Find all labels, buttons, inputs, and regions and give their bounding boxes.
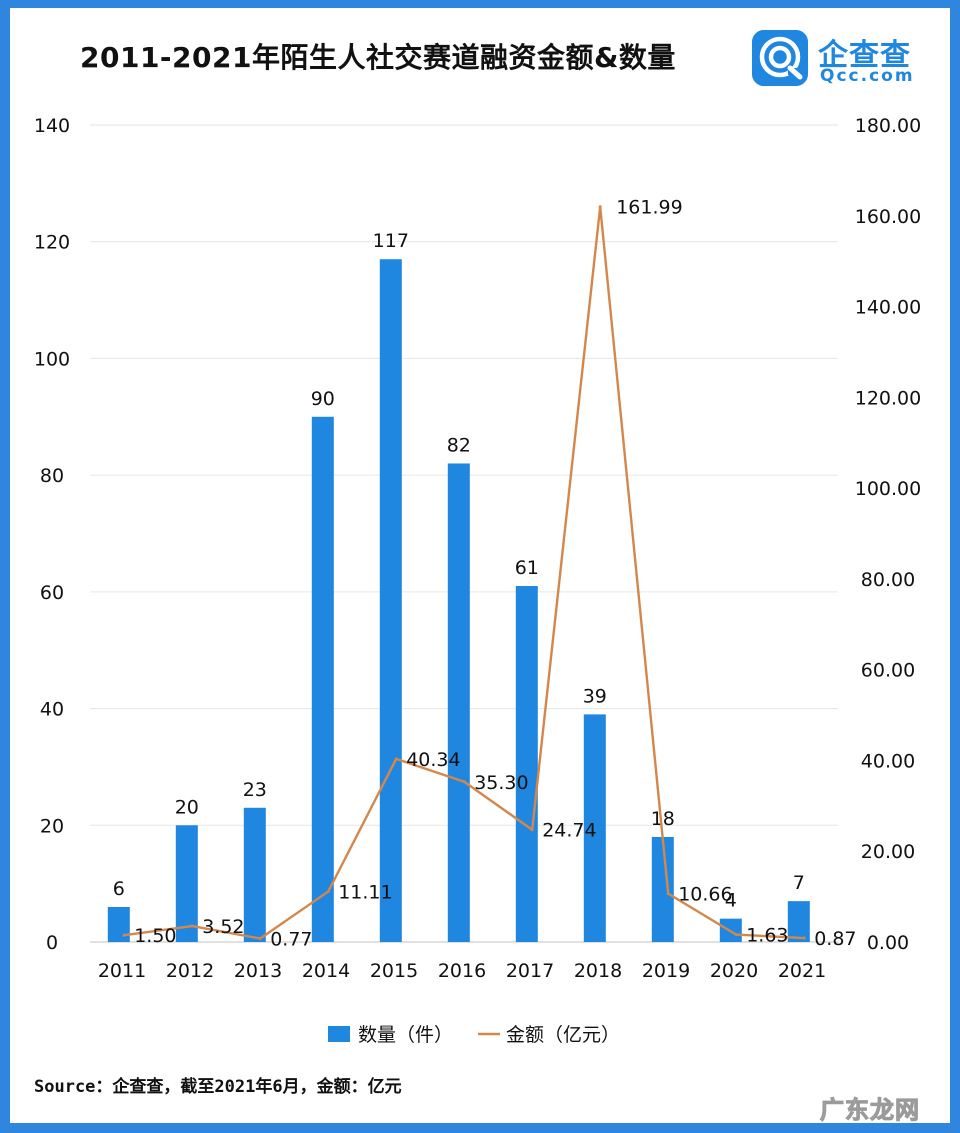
line-value-label: 3.52 [202,916,244,938]
bar-value-label: 90 [311,388,335,410]
line-point [462,780,466,784]
legend-line-label: 金额（亿元） [506,1024,620,1046]
line-point [326,890,330,894]
x-axis-tick: 2016 [438,960,486,982]
bar-value-label: 20 [175,796,199,818]
legend-bar-label: 数量（件） [358,1024,453,1046]
right-axis-tick: 100.00 [855,478,921,500]
line-value-label: 0.77 [270,929,312,951]
left-axis-tick: 0 [46,932,58,954]
right-axis-tick: 20.00 [861,841,915,863]
left-axis-tick: 60 [40,582,64,604]
line-point [258,937,262,941]
line-point [666,892,670,896]
right-axis-tick: 0.00 [867,932,909,954]
line-value-label: 24.74 [542,820,596,842]
line-value-label: 161.99 [616,197,682,219]
right-axis-tick: 160.00 [855,206,921,228]
x-axis-tick: 2021 [778,960,826,982]
qcc-logo: 企查查 Qcc.com [752,30,932,90]
x-axis-tick: 2011 [98,960,146,982]
brand-url: Qcc.com [820,66,915,86]
chart-title: 2011-2021年陌生人社交赛道融资金额&数量 [80,41,676,74]
bar-value-label: 18 [651,808,675,830]
bar [243,807,266,942]
x-axis-tick: 2020 [710,960,758,982]
brand-name: 企查查 [818,38,911,73]
bar-value-label: 82 [447,434,471,456]
bar-value-label: 117 [373,230,409,252]
bar [583,714,606,942]
right-axis-tick: 60.00 [861,660,915,682]
line-point [734,933,738,937]
line-value-label: 35.30 [474,772,528,794]
legend-bar-swatch [328,1026,350,1042]
bar-value-label: 39 [583,685,607,707]
left-axis-tick: 120 [34,232,70,254]
source-note: Source：企查查，截至2021年6月，金额：亿元 [34,1077,402,1097]
right-axis-tick: 120.00 [855,387,921,409]
bar-value-label: 23 [243,779,267,801]
line-value-label: 1.50 [134,925,176,947]
bar [447,463,470,942]
bar-value-label: 4 [725,890,737,912]
line-point [190,924,194,928]
left-axis-tick: 100 [34,348,70,370]
bar [175,825,198,942]
left-axis-tick: 20 [40,815,64,837]
left-axis-tick: 140 [34,115,70,137]
line-point [598,205,602,209]
watermark-text: 广东龙网 [820,1096,920,1125]
right-axis-tick: 80.00 [861,569,915,591]
left-axis-tick: 80 [40,465,64,487]
x-axis-tick: 2013 [234,960,282,982]
x-axis-tick: 2015 [370,960,418,982]
x-axis-tick: 2012 [166,960,214,982]
bar [107,906,130,942]
bar [515,586,538,942]
line-point [802,936,806,940]
right-axis-tick: 140.00 [855,297,921,319]
x-axis-tick: 2014 [302,960,350,982]
line-point [122,933,126,937]
right-axis-tick: 40.00 [861,750,915,772]
x-axis-tick: 2017 [506,960,554,982]
right-axis-tick: 180.00 [855,115,921,137]
line-value-label: 40.34 [406,749,460,771]
bar [787,901,810,942]
x-axis-tick: 2019 [642,960,690,982]
qcc-logo-icon [752,30,808,86]
left-axis-tick: 40 [40,699,64,721]
line-value-label: 11.11 [338,882,392,904]
line-value-label: 1.63 [746,925,788,947]
combo-chart: 0 20 40 60 80 100 120 140 0.00 20.00 40.00 60.00 80.… [34,115,921,1046]
bar-value-label: 61 [515,557,539,579]
line-point [394,757,398,761]
line-value-label: 10.66 [678,884,732,906]
bar [311,416,334,942]
bar-value-label: 6 [113,878,125,900]
line-point [530,828,534,832]
line-value-label: 0.87 [814,928,856,950]
x-axis-tick: 2018 [574,960,622,982]
bar [651,836,674,942]
bar-value-label: 7 [793,872,805,894]
bar [379,259,402,942]
